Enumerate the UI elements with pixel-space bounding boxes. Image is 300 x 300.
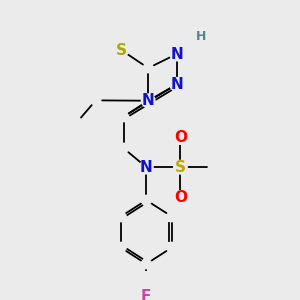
Text: N: N [170,46,183,62]
Circle shape [115,44,128,57]
Text: N: N [140,160,153,175]
Text: S: S [175,160,186,175]
Circle shape [174,191,187,204]
Text: H: H [196,31,206,44]
Text: N: N [142,93,155,108]
Circle shape [140,160,153,174]
Circle shape [140,290,153,300]
Circle shape [195,30,208,44]
Text: O: O [174,130,187,145]
Circle shape [174,131,187,144]
Circle shape [141,94,155,107]
Circle shape [174,160,187,174]
Circle shape [170,78,183,91]
Text: O: O [174,190,187,205]
Text: S: S [116,43,127,58]
Text: N: N [170,77,183,92]
Circle shape [170,47,183,61]
Text: F: F [141,289,152,300]
